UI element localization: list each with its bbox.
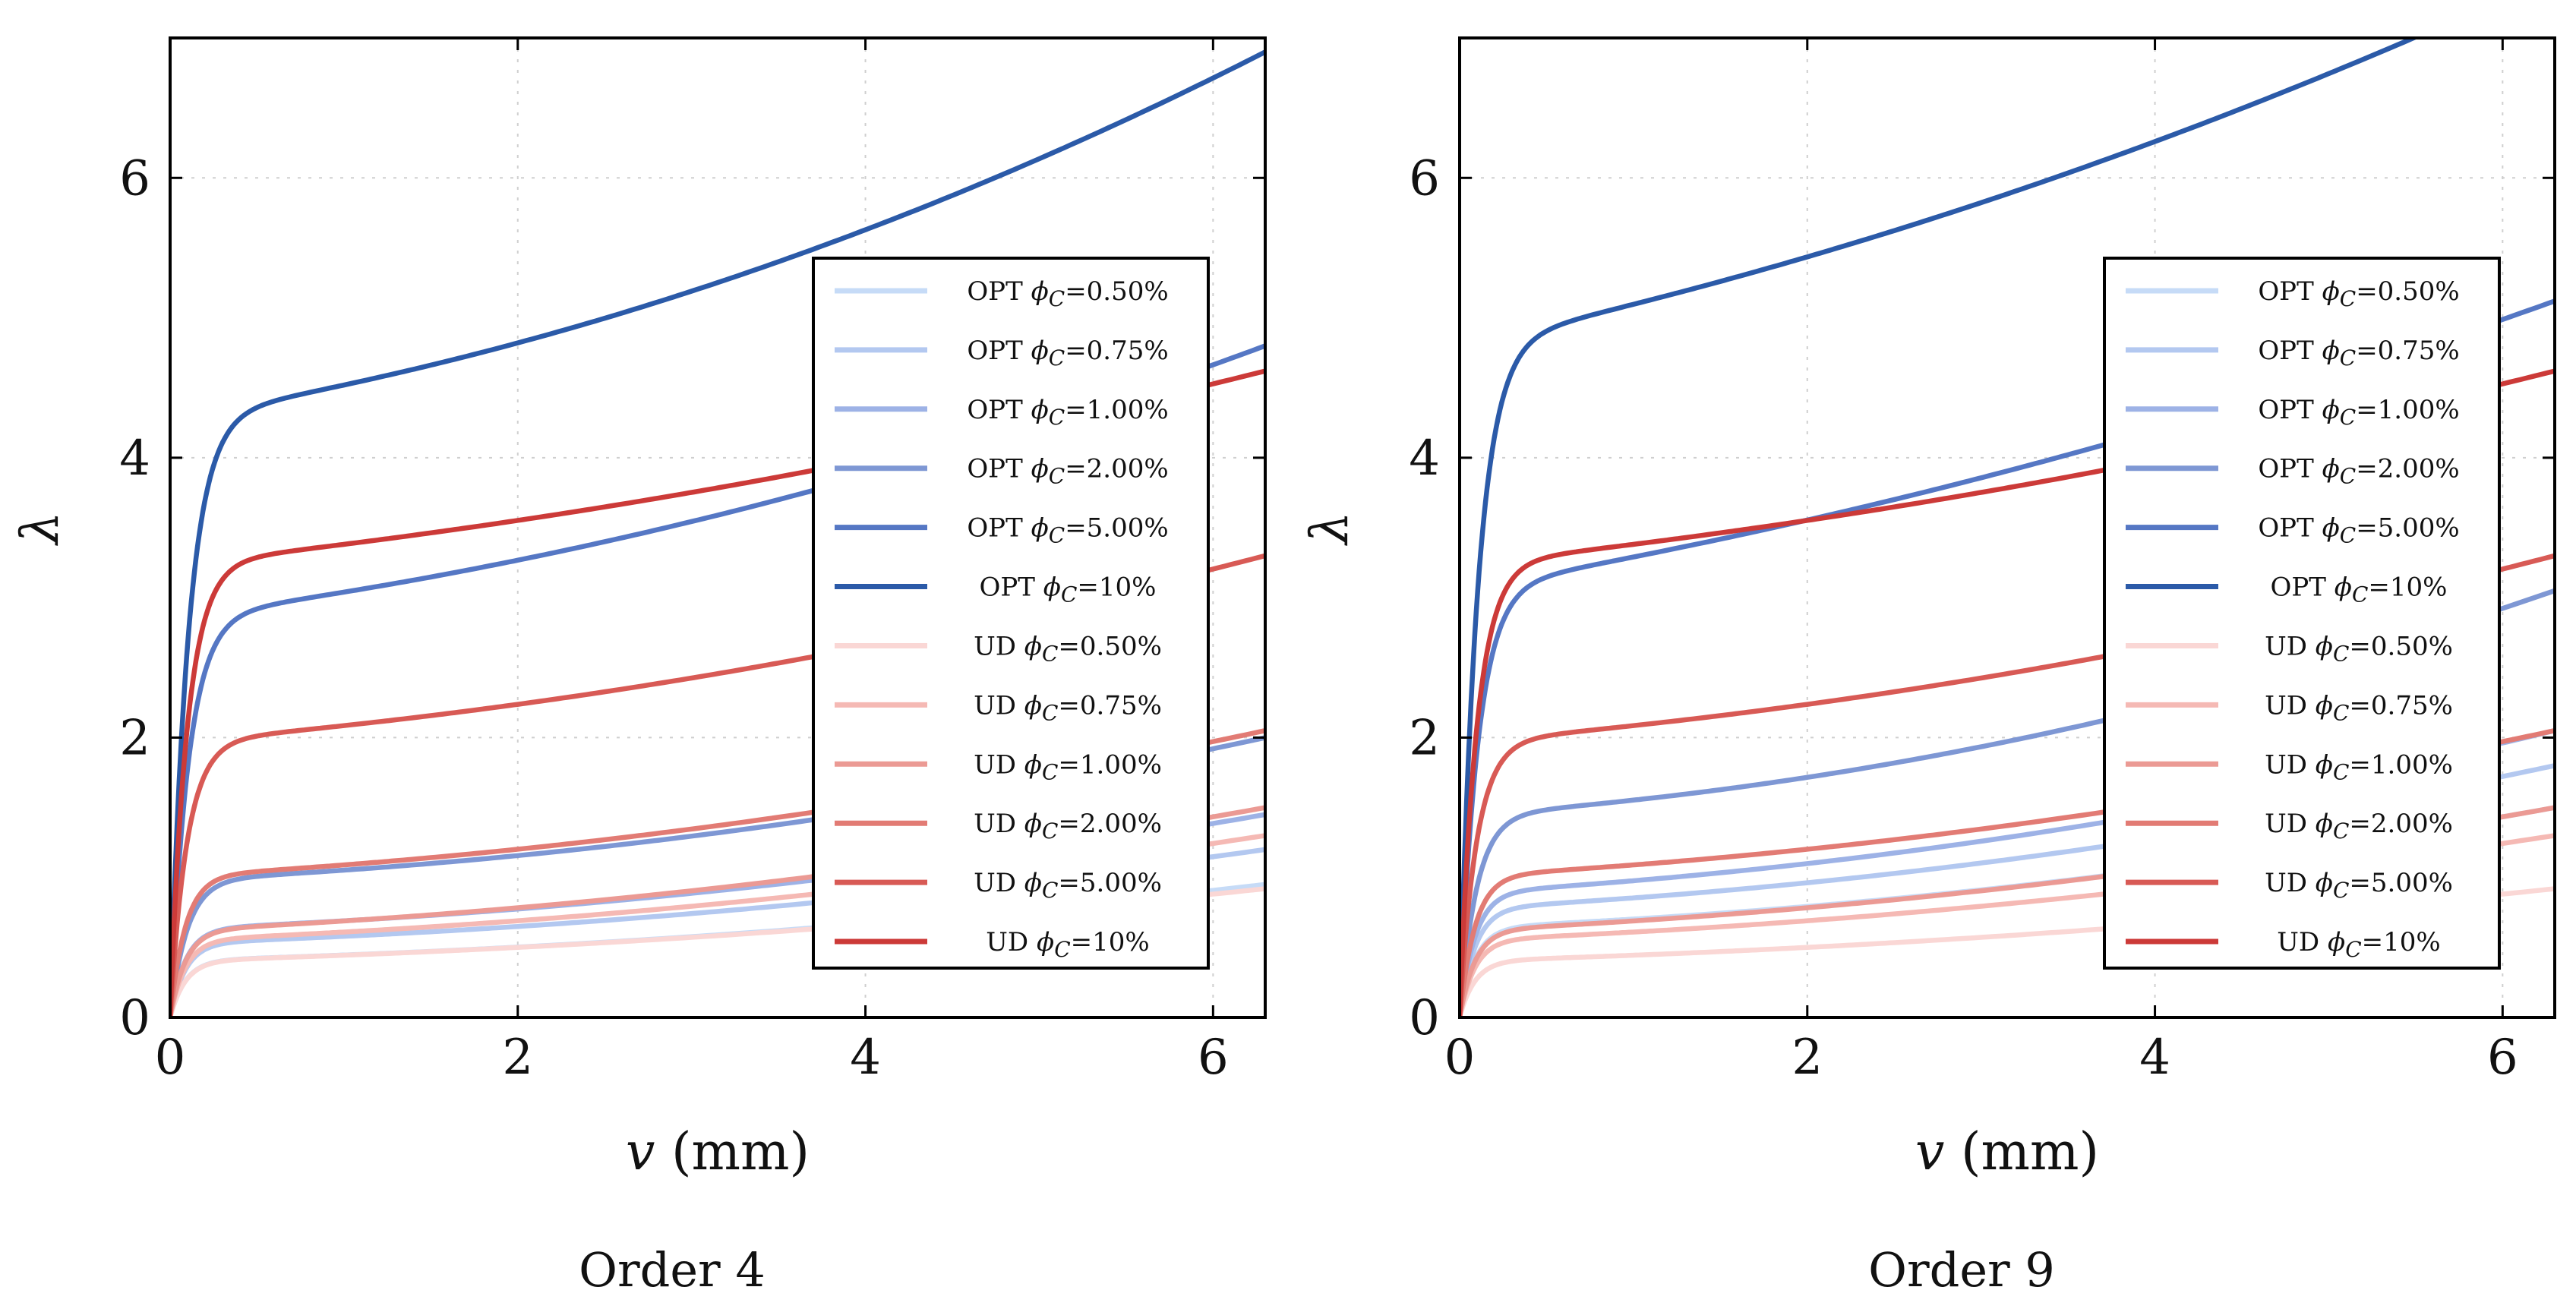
y-tick-label: 2 [119,710,150,766]
legend-entry-8: UD ϕC=0.75% [2265,690,2453,725]
x-axis-label: v (mm) [626,1122,810,1182]
legend-entry-7: UD ϕC=0.50% [2265,631,2453,666]
y-axis-label: λ [11,511,71,546]
legend-entry-11: UD ϕC=5.00% [974,868,1162,903]
x-axis-unit: (mm) [655,1122,810,1182]
y-tick-label: 0 [1409,990,1440,1046]
legend: OPT ϕC=0.50% OPT ϕC=0.75% OPT ϕC=1.00% OPT … [2103,257,2501,970]
x-tick-label: 6 [1198,1030,1229,1086]
legend-entry-10: UD ϕC=2.00% [974,809,1162,844]
y-axis-label: λ [1300,511,1360,546]
legend-entry-2: OPT ϕC=0.75% [967,336,1168,371]
legend-entry-5: OPT ϕC=5.00% [2258,513,2459,548]
legend-entry-11: UD ϕC=5.00% [2265,868,2453,903]
y-tick-label: 4 [119,431,150,487]
legend-box [2103,257,2501,970]
x-tick-label: 6 [2487,1030,2518,1086]
legend-entry-3: OPT ϕC=1.00% [2258,395,2459,430]
legend-entry-9: UD ϕC=1.00% [2265,749,2453,784]
legend-entry-8: UD ϕC=0.75% [974,690,1162,725]
x-tick-label: 4 [850,1030,881,1086]
y-tick-label: 6 [1409,150,1440,207]
y-tick-label: 0 [119,990,150,1046]
legend-entry-3: OPT ϕC=1.00% [967,395,1168,430]
x-axis-unit: (mm) [1944,1122,2099,1182]
legend: OPT ϕC=0.50% OPT ϕC=0.75% OPT ϕC=1.00% OPT … [812,257,1210,970]
x-axis-variable: v [1915,1122,1944,1182]
y-tick-label: 4 [1409,431,1440,487]
panel-caption: Order 4 [579,1242,766,1298]
series-line-6 [1460,38,2420,1017]
legend-box [812,257,1210,970]
x-tick-label: 2 [502,1030,533,1086]
x-tick-label: 0 [155,1030,186,1086]
y-tick-label: 2 [1409,710,1440,766]
legend-entry-5: OPT ϕC=5.00% [967,513,1168,548]
x-axis-variable: v [626,1122,655,1182]
legend-entry-6: OPT ϕC=10% [980,572,1157,607]
series-line-6 [170,49,1265,1017]
legend-entry-1: OPT ϕC=0.50% [967,276,1168,311]
legend-entry-9: UD ϕC=1.00% [974,749,1162,784]
legend-entry-12: UD ϕC=10% [986,927,1149,962]
legend-entry-4: OPT ϕC=2.00% [2258,454,2459,489]
y-tick-label: 6 [119,150,150,207]
x-tick-label: 0 [1444,1030,1476,1086]
legend-entry-6: OPT ϕC=10% [2271,572,2448,607]
plot-frame [169,36,1267,1019]
legend-entry-7: UD ϕC=0.50% [974,631,1162,666]
plot-frame [1458,36,2556,1019]
legend-entry-2: OPT ϕC=0.75% [2258,336,2459,371]
legend-entry-4: OPT ϕC=2.00% [967,454,1168,489]
x-tick-label: 4 [2139,1030,2170,1086]
legend-entry-10: UD ϕC=2.00% [2265,809,2453,844]
legend-entry-12: UD ϕC=10% [2277,927,2440,962]
x-tick-label: 2 [1792,1030,1823,1086]
x-axis-label: v (mm) [1915,1122,2099,1182]
legend-entry-1: OPT ϕC=0.50% [2258,276,2459,311]
panel-caption: Order 9 [1868,1242,2055,1298]
